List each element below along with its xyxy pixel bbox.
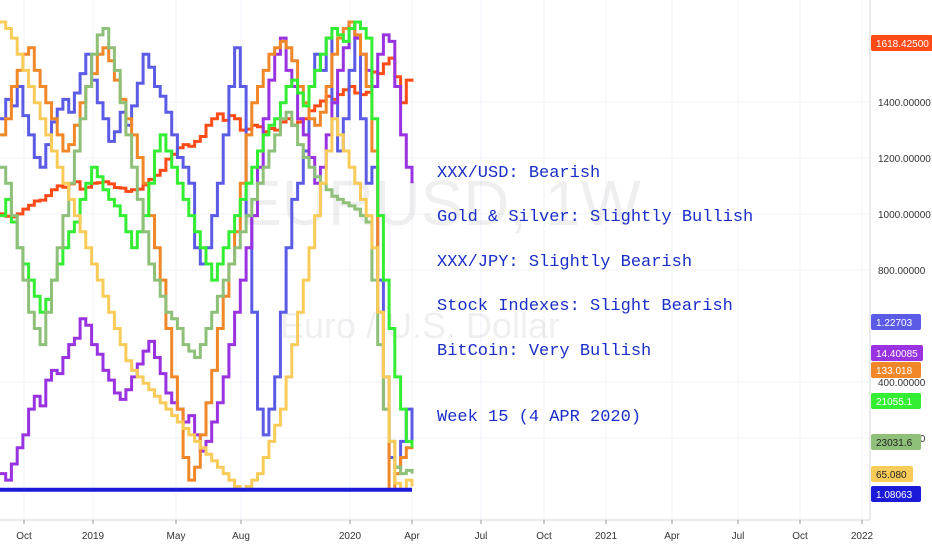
price-tick-label: 1000.00000 <box>878 210 931 221</box>
time-tick-label: Apr <box>404 531 420 542</box>
price-axis[interactable]: 1400.00000 1200.00000 1000.00000 800.00000 4… <box>878 98 931 445</box>
time-tick-label: May <box>167 531 186 542</box>
grid <box>0 0 870 520</box>
price-badge-label: 65.080 <box>876 470 907 481</box>
series-line <box>0 20 414 482</box>
price-badges: 1618.42500 1.22703 14.40085 133.018 21055.1 2… <box>871 35 932 502</box>
watermark-description: Euro / U.S. Dollar <box>280 305 560 346</box>
price-badge-label: 1.08063 <box>876 490 913 501</box>
series-layer <box>0 20 414 492</box>
price-tick-label: 1400.00000 <box>878 98 931 109</box>
price-badge-label: 23031.6 <box>876 438 913 449</box>
time-tick-label: 2022 <box>851 531 874 542</box>
price-badge <box>871 434 921 450</box>
annotation-text: Stock Indexes: Slight Bearish <box>437 297 733 316</box>
price-badge-label: 133.018 <box>876 366 913 377</box>
watermark-symbol: EURUSD, 1W <box>239 167 641 239</box>
price-badge-label: 1618.42500 <box>876 39 929 50</box>
price-tick-label: 400.00000 <box>878 378 926 389</box>
price-tick-label: 800.00000 <box>878 266 926 277</box>
price-badge <box>871 314 921 330</box>
series-line <box>0 20 414 492</box>
price-badge-label: 1.22703 <box>876 318 913 329</box>
series-line <box>0 20 414 448</box>
time-tick-label: Jul <box>475 531 488 542</box>
annotation-text: Gold & Silver: Slightly Bullish <box>437 208 753 227</box>
time-tick-label: 2019 <box>82 531 105 542</box>
time-axis[interactable]: Oct 2019 May Aug 2020 Apr Jul Oct 2021 Apr Jul Oct 2… <box>16 520 874 542</box>
time-tick-label: 2020 <box>339 531 362 542</box>
annotation-text: XXX/JPY: Slightly Bearish <box>437 253 692 272</box>
time-tick-label: 2021 <box>595 531 618 542</box>
price-badge-label: 21055.1 <box>876 397 913 408</box>
price-badge <box>871 466 913 482</box>
price-badge <box>871 486 921 502</box>
time-tick-label: Oct <box>792 531 808 542</box>
price-badge <box>871 35 932 51</box>
time-tick-label: Apr <box>664 531 680 542</box>
time-tick-label: Jul <box>732 531 745 542</box>
price-badge-label: 14.40085 <box>876 349 918 360</box>
time-tick-label: Aug <box>232 531 250 542</box>
annotation-text: Week 15 (4 APR 2020) <box>437 408 641 427</box>
series-line <box>0 20 414 492</box>
price-badge <box>871 345 923 361</box>
annotation-text: XXX/USD: Bearish <box>437 164 600 183</box>
price-badge <box>871 362 921 378</box>
time-tick-label: Oct <box>536 531 552 542</box>
annotation-text: BitCoin: Very Bullish <box>437 342 651 361</box>
price-tick-label: 1200.00000 <box>878 154 931 165</box>
time-tick-label: Oct <box>16 531 32 542</box>
price-badge <box>871 393 921 409</box>
annotations: XXX/USD: Bearish Gold & Silver: Slightly … <box>437 164 753 427</box>
